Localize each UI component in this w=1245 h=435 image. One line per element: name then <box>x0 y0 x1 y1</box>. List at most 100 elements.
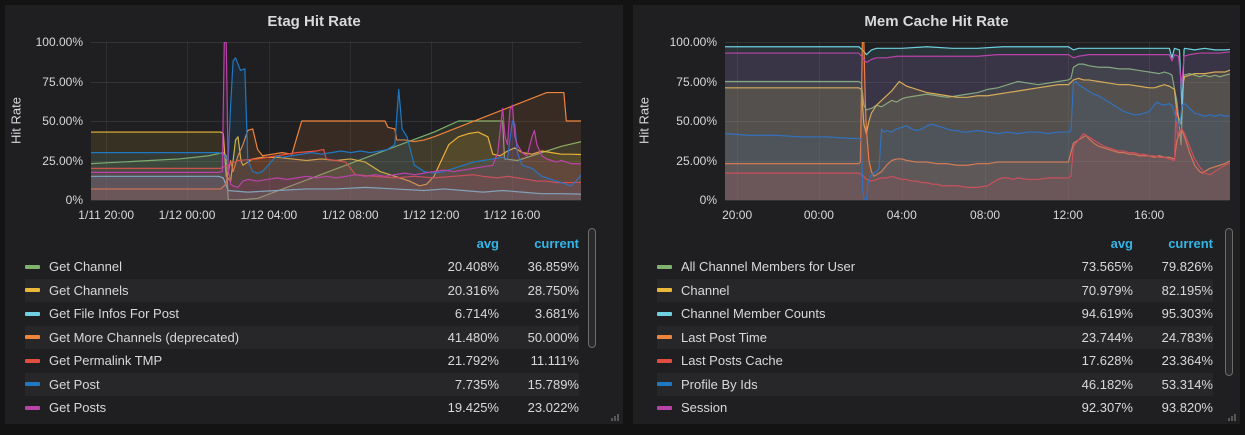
series-color-swatch[interactable] <box>657 405 672 410</box>
gridline-horizontal <box>725 160 1230 162</box>
series-color-swatch[interactable] <box>25 335 40 340</box>
series-avg-value: 20.316% <box>447 282 499 298</box>
series-avg-value: 70.979% <box>1081 282 1133 298</box>
legend-col-avg[interactable]: avg <box>1110 236 1133 251</box>
series-fill <box>91 121 581 200</box>
gridline-horizontal <box>91 81 581 83</box>
legend-col-avg[interactable]: avg <box>476 236 499 251</box>
series-color-swatch[interactable] <box>25 311 40 316</box>
series-name[interactable]: Get Channel <box>49 259 122 275</box>
series-name[interactable]: Channel Member Counts <box>681 306 826 322</box>
series-name[interactable]: Get Posts <box>49 400 107 412</box>
series-color-swatch[interactable] <box>657 382 672 387</box>
series-fill <box>725 42 1230 200</box>
gridline-vertical <box>431 42 433 200</box>
x-tick-label: 1/12 08:00 <box>321 208 379 222</box>
legend-row[interactable]: Channel 70.979% 82.195% <box>657 278 1213 302</box>
etag-hit-rate-plot[interactable]: 100.00% 75.00% 50.00% 25.00% 0% 1/11 20:00 1/1… <box>36 35 581 222</box>
chart-region: Hit Rate 100.00% 75.00% 50.00% 25.00% 0% 1/11… <box>5 35 623 230</box>
legend-row[interactable]: Last Post Time 23.744% 24.783% <box>657 325 1213 349</box>
y-tick-label: 100.00% <box>669 35 717 49</box>
legend-col-current[interactable]: current <box>1168 236 1213 251</box>
x-tick-label: 08:00 <box>970 208 1001 222</box>
x-tick-label: 16:00 <box>1134 208 1165 222</box>
gridline-vertical <box>1067 42 1069 200</box>
legend-row[interactable]: Profile By Ids 46.182% 53.314% <box>657 372 1213 396</box>
series-color-swatch[interactable] <box>25 264 40 269</box>
series-color-swatch[interactable] <box>657 335 672 340</box>
series-current-value: 15.789% <box>527 376 579 392</box>
series-avg-value: 19.425% <box>447 400 499 412</box>
gridline-vertical <box>1149 42 1151 200</box>
series-line <box>91 58 581 186</box>
legend-row[interactable]: Get File Infos For Post 6.714% 3.681% <box>25 302 579 326</box>
series-avg-value: 21.792% <box>447 353 499 369</box>
series-name[interactable]: Get More Channels (deprecated) <box>49 329 240 345</box>
series-name[interactable]: Last Post Time <box>681 329 767 345</box>
series-avg-value: 23.744% <box>1081 329 1133 345</box>
series-current-value: 50.000% <box>527 329 579 345</box>
legend: avg current Get Channel 20.408% 36.859% Get… <box>25 232 579 412</box>
series-line <box>725 82 1230 201</box>
panel-resize-handle[interactable] <box>611 414 619 421</box>
etag-hit-rate-chart[interactable] <box>91 42 581 200</box>
series-fill <box>91 176 581 200</box>
series-color-swatch[interactable] <box>25 405 40 410</box>
legend-row[interactable]: Channel Member Counts 94.619% 95.303% <box>657 302 1213 326</box>
y-tick-label: 25.00% <box>676 153 717 168</box>
panel-etag-hit-rate: Etag Hit Rate Hit Rate 100.00% 75.00% 50.0… <box>5 5 623 424</box>
series-color-swatch[interactable] <box>25 288 40 293</box>
gridline-vertical <box>268 42 270 200</box>
series-color-swatch[interactable] <box>25 358 40 363</box>
series-fill <box>725 81 1230 200</box>
legend-scrollbar[interactable] <box>1225 228 1233 376</box>
legend: avg current All Channel Members for User… <box>657 232 1213 412</box>
legend-col-current[interactable]: current <box>534 236 579 251</box>
legend-row[interactable]: Get Channels 20.316% 28.750% <box>25 278 579 302</box>
legend-row[interactable]: Get More Channels (deprecated) 41.480% 50.… <box>25 325 579 349</box>
series-current-value: 24.783% <box>1161 329 1213 345</box>
series-avg-value: 73.565% <box>1081 259 1133 275</box>
series-current-value: 82.195% <box>1161 282 1213 298</box>
series-color-swatch[interactable] <box>657 288 672 293</box>
series-name[interactable]: Session <box>681 400 728 412</box>
series-fill <box>725 108 1230 200</box>
legend-row[interactable]: Get Channel 20.408% 36.859% <box>25 255 579 279</box>
legend-row[interactable]: Get Permalink TMP 21.792% 11.111% <box>25 349 579 373</box>
panel-resize-handle[interactable] <box>1228 414 1236 421</box>
series-avg-value: 92.307% <box>1081 400 1133 412</box>
panel-title[interactable]: Etag Hit Rate <box>267 13 361 30</box>
panel-title[interactable]: Mem Cache Hit Rate <box>864 13 1009 30</box>
legend-row[interactable]: Get Post 7.735% 15.789% <box>25 372 579 396</box>
series-color-swatch[interactable] <box>25 382 40 387</box>
legend-row[interactable]: Get Posts 19.425% 23.022% <box>25 396 579 412</box>
chart-region: Hit Rate 100.00% 75.00% 50.00% 25.00% 0% 20:0… <box>633 35 1240 230</box>
mem-cache-hit-rate-plot[interactable]: 100.00% 75.00% 50.00% 25.00% 0% 20:00 00:00 04:… <box>670 35 1230 222</box>
series-name[interactable]: Channel <box>681 282 730 298</box>
gridline-horizontal <box>725 200 1230 201</box>
legend-row[interactable]: Last Posts Cache 17.628% 23.364% <box>657 349 1213 373</box>
series-name[interactable]: Get Permalink TMP <box>49 353 163 369</box>
series-fill <box>725 46 1230 200</box>
series-color-swatch[interactable] <box>657 311 672 316</box>
series-avg-value: 7.735% <box>454 376 499 392</box>
series-line <box>91 149 581 182</box>
series-name[interactable]: All Channel Members for User <box>681 259 856 275</box>
series-name[interactable]: Profile By Ids <box>681 376 758 392</box>
series-name[interactable]: Last Posts Cache <box>681 353 783 369</box>
y-tick-label: 100.00% <box>35 35 83 49</box>
series-current-value: 28.750% <box>527 282 579 298</box>
legend-row[interactable]: All Channel Members for User 73.565% 79.82… <box>657 255 1213 279</box>
series-color-swatch[interactable] <box>657 358 672 363</box>
legend-scrollbar[interactable] <box>588 228 596 348</box>
series-name[interactable]: Get Channels <box>49 282 129 298</box>
series-color-swatch[interactable] <box>657 264 672 269</box>
series-fill <box>725 51 1230 200</box>
series-current-value: 79.826% <box>1161 259 1213 275</box>
series-name[interactable]: Get File Infos For Post <box>49 306 180 322</box>
gridline-horizontal <box>725 42 1230 43</box>
series-name[interactable]: Get Post <box>49 376 100 392</box>
series-current-value: 23.022% <box>527 400 579 412</box>
legend-row[interactable]: Session 92.307% 93.820% <box>657 396 1213 412</box>
mem-cache-hit-rate-chart[interactable] <box>725 42 1230 200</box>
